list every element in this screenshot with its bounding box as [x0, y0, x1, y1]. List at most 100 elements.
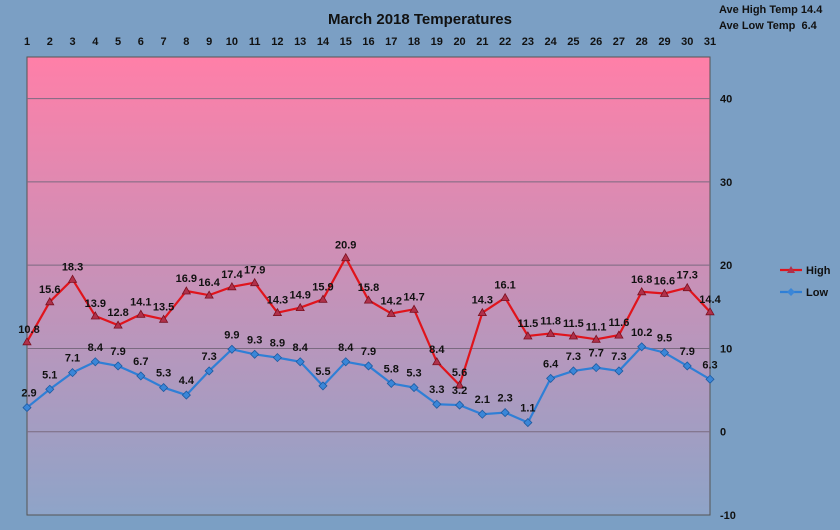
data-label-high: 16.6 [654, 275, 675, 287]
data-point-high [591, 334, 601, 343]
x-tick-label: 13 [294, 36, 306, 48]
x-tick-label: 10 [226, 36, 238, 48]
data-label-high: 14.2 [381, 295, 402, 307]
x-tick-label: 27 [613, 36, 625, 48]
data-label-high: 14.1 [130, 296, 151, 308]
data-label-low: 7.3 [611, 351, 626, 363]
x-tick-label: 7 [161, 36, 167, 48]
data-point-high [409, 304, 419, 313]
data-point-low [67, 368, 78, 378]
data-point-low [477, 409, 487, 419]
data-label-high: 11.8 [540, 315, 561, 327]
x-tick-label: 15 [340, 36, 352, 48]
data-label-high: 12.8 [107, 307, 128, 319]
data-label-high: 16.1 [494, 280, 515, 292]
data-label-low: 2.3 [497, 393, 512, 405]
series-layer: 10.8 15.618.3 13.912.814.1 13.5 16.9 16.417.4… [18, 240, 722, 428]
data-point-high [568, 331, 579, 340]
data-label-high: 14.4 [699, 294, 721, 306]
data-point-high [45, 297, 55, 306]
data-label-low: 2.9 [21, 388, 36, 400]
x-tick-label: 21 [476, 36, 488, 48]
x-tick-label: 18 [408, 36, 420, 48]
data-point-high [90, 311, 100, 320]
data-label-high: 11.5 [563, 318, 584, 330]
data-label-low: 7.3 [566, 351, 581, 363]
data-label-low: 1.1 [520, 403, 535, 415]
data-label-high: 15.6 [39, 284, 60, 296]
data-point-high [204, 290, 214, 299]
data-point-low [159, 383, 169, 393]
data-point-low [386, 378, 396, 388]
data-point-high [454, 380, 465, 389]
data-point-high [705, 307, 715, 316]
data-label-low: 7.9 [680, 346, 695, 358]
x-tick-label: 20 [453, 36, 465, 48]
x-tick-label: 14 [317, 36, 330, 48]
data-point-high [341, 252, 351, 262]
data-label-low: 8.9 [270, 338, 285, 350]
data-point-low [591, 363, 601, 373]
data-point-low [637, 342, 647, 352]
data-label-high: 16.9 [176, 273, 197, 285]
data-label-low: 7.3 [201, 351, 216, 363]
data-label-low: 3.3 [429, 384, 444, 396]
data-point-low [455, 400, 465, 410]
data-label-high: 11.6 [609, 317, 630, 329]
data-label-high: 11.5 [517, 318, 538, 330]
data-label-high: 11.1 [586, 321, 607, 333]
x-tick-label: 23 [522, 36, 534, 48]
x-tick-label: 22 [499, 36, 511, 48]
x-tick-label: 26 [590, 36, 602, 48]
data-point-low [614, 366, 624, 376]
y-tick-label: 0 [720, 427, 726, 439]
data-label-high: 8.4 [429, 344, 445, 356]
data-point-high [272, 307, 283, 317]
data-point-high [249, 277, 260, 287]
data-label-low: 2.1 [475, 394, 490, 406]
data-label-high: 13.5 [153, 301, 174, 313]
data-point-high [682, 282, 692, 292]
legend: High Low [780, 265, 831, 299]
data-label-low: 6.4 [543, 358, 559, 370]
data-point-low [136, 371, 146, 381]
data-label-high: 18.3 [62, 261, 83, 273]
data-point-low [181, 390, 191, 400]
data-point-high [113, 320, 123, 329]
data-label-high: 17.3 [677, 270, 698, 282]
data-point-high [158, 314, 169, 323]
ave-low-stat: Ave Low Temp 6.4 [719, 20, 818, 32]
legend-label-high: High [806, 265, 831, 277]
x-axis: 1 2 3 4 5 6 7 8 9 10 11 12 13 14 15 16 17 18 19 20 21 22 23 24 2… [24, 36, 716, 48]
x-tick-label: 5 [115, 36, 121, 48]
data-point-high [136, 309, 146, 318]
data-point-low [432, 399, 442, 409]
data-label-high: 17.9 [244, 265, 265, 277]
x-tick-label: 11 [249, 36, 261, 48]
data-label-high: 20.9 [335, 240, 356, 252]
data-label-high: 14.3 [472, 295, 493, 307]
data-point-high [386, 308, 396, 317]
data-point-low [250, 349, 260, 359]
data-label-high: 16.4 [198, 277, 220, 289]
x-tick-label: 8 [183, 36, 189, 48]
data-label-high: 14.7 [403, 291, 424, 303]
grid-lines [27, 98, 710, 433]
x-tick-label: 28 [636, 36, 648, 48]
data-point-high [500, 292, 510, 302]
x-tick-label: 3 [69, 36, 75, 48]
ave-high-stat: Ave High Temp 14.4 [719, 4, 823, 16]
data-point-low [500, 408, 510, 418]
data-point-low [363, 361, 374, 371]
data-label-low: 5.5 [315, 366, 330, 378]
y-tick-label: 30 [720, 177, 732, 189]
x-tick-label: 29 [658, 36, 670, 48]
y-axis: -10 0 10 20 30 40 [720, 94, 736, 522]
data-point-high [22, 336, 32, 346]
data-point-high [637, 287, 647, 296]
data-point-low [318, 381, 328, 391]
data-point-low [659, 348, 670, 358]
x-tick-label: 12 [271, 36, 283, 48]
